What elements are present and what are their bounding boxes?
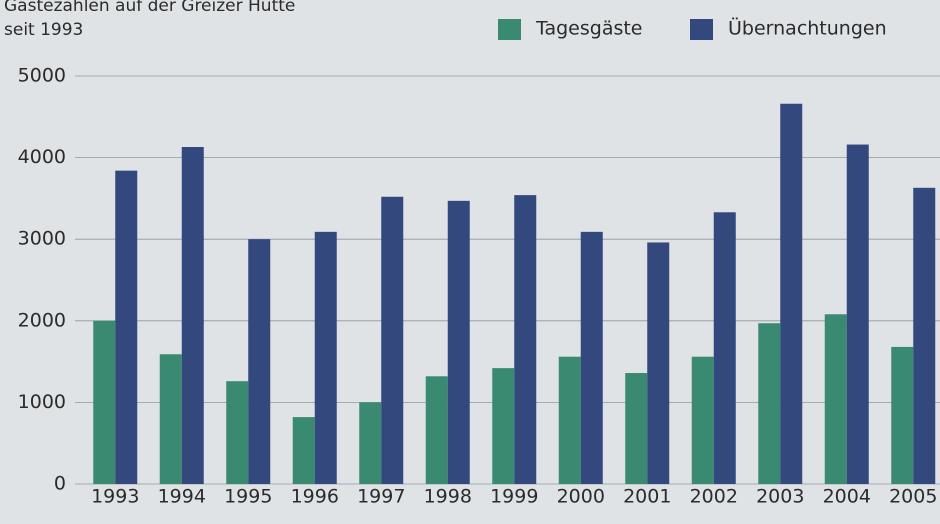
bar [115,171,137,484]
bar [625,373,647,484]
x-tick-label: 1997 [357,486,405,508]
x-tick-label: 2001 [623,486,671,508]
chart-title: Gästezahlen auf der Greizer Hütte [4,0,295,16]
y-tick-label: 4000 [18,146,66,168]
y-tick-label: 3000 [18,228,66,250]
legend-label: Übernachtungen [728,17,887,40]
chart-subtitle: seit 1993 [4,20,83,40]
x-tick-label: 1994 [158,486,206,508]
y-tick-label: 2000 [18,309,66,331]
x-tick-label: 1993 [91,486,139,508]
bar [492,368,514,484]
legend-label: Tagesgäste [535,18,643,40]
legend-swatch [690,19,713,40]
x-tick-label: 2005 [889,486,937,508]
bar [359,402,381,484]
bar [93,321,115,484]
x-tick-label: 2000 [557,486,605,508]
bar [160,354,182,484]
chart: Gästezahlen auf der Greizer Hütte seit 1… [0,0,940,524]
bar [825,314,847,484]
x-tick-label: 1996 [291,486,339,508]
x-tick-label: 2003 [756,486,804,508]
bar [248,239,270,484]
bar [847,145,869,484]
x-tick-label: 1998 [424,486,472,508]
x-tick-label: 2002 [690,486,738,508]
x-tick-label: 2004 [823,486,871,508]
x-tick-label: 1995 [224,486,272,508]
y-tick-label: 1000 [18,391,66,413]
y-tick-label: 5000 [18,65,66,87]
bar [714,212,736,484]
bar [448,201,470,484]
bar [647,242,669,484]
bar [559,357,581,484]
bar [315,232,337,484]
bar [293,417,315,484]
y-tick-label: 0 [54,473,66,495]
bar [514,195,536,484]
legend-swatch [498,19,521,40]
bar [226,381,248,484]
x-tick-label: 1999 [490,486,538,508]
bar [581,232,603,484]
bar [780,104,802,484]
bar [182,147,204,484]
bar [913,188,935,484]
bar [891,347,913,484]
bar [758,323,780,484]
bar [692,357,714,484]
bar [426,376,448,484]
bar [381,197,403,484]
